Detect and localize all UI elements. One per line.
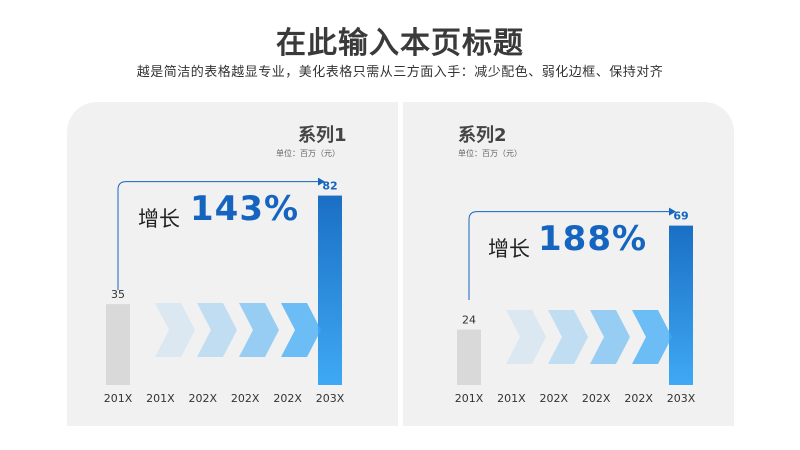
data-label: 24 xyxy=(462,314,476,327)
bar xyxy=(106,304,130,385)
chevron-arrow-icon xyxy=(548,310,588,364)
series-2-title: 系列2 xyxy=(458,125,507,146)
series-1-title: 系列1 xyxy=(298,125,347,146)
series-2-growth-label: 增长 xyxy=(488,237,530,261)
growth-arrow-head xyxy=(669,207,676,216)
x-tick-label: 201X xyxy=(146,392,175,405)
x-tick-label: 201X xyxy=(455,392,484,405)
series-1-growth-value: 143% xyxy=(190,189,300,229)
bar-highlight xyxy=(318,195,342,385)
bar xyxy=(457,329,481,385)
x-tick-label: 202X xyxy=(273,392,302,405)
chevron-arrow-icon xyxy=(239,303,279,357)
x-tick-label: 202X xyxy=(231,392,260,405)
chevron-arrow-icon xyxy=(155,303,195,357)
chevron-arrow-icon xyxy=(506,310,546,364)
series-1-unit: 单位：百万（元） xyxy=(276,149,340,158)
page-title: 在此输入本页标题 xyxy=(276,26,524,61)
series-1-growth-label: 增长 xyxy=(138,207,180,231)
x-tick-label: 203X xyxy=(667,392,696,405)
chevron-arrow-icon xyxy=(632,310,672,364)
page-subtitle: 越是简洁的表格越显专业，美化表格只需从三方面入手：减少配色、弱化边框、保持对齐 xyxy=(136,65,664,80)
x-tick-label: 202X xyxy=(624,392,653,405)
x-tick-label: 202X xyxy=(189,392,218,405)
x-tick-label: 202X xyxy=(582,392,611,405)
series-2-unit: 单位：百万（元） xyxy=(458,149,522,158)
growth-arrow-line xyxy=(468,211,669,300)
bar-highlight xyxy=(669,225,693,385)
chevron-arrow-icon xyxy=(281,303,321,357)
data-label: 82 xyxy=(322,180,337,193)
data-label: 69 xyxy=(673,210,688,223)
x-tick-label: 201X xyxy=(497,392,526,405)
growth-arrow-head xyxy=(318,177,325,186)
x-tick-label: 203X xyxy=(316,392,345,405)
chevron-arrow-icon xyxy=(197,303,237,357)
x-tick-label: 202X xyxy=(540,392,569,405)
series-2-growth-value: 188% xyxy=(538,219,648,259)
growth-arrow-line xyxy=(117,181,318,290)
x-tick-label: 201X xyxy=(104,392,133,405)
chevron-arrow-icon xyxy=(590,310,630,364)
data-label: 35 xyxy=(111,288,125,301)
